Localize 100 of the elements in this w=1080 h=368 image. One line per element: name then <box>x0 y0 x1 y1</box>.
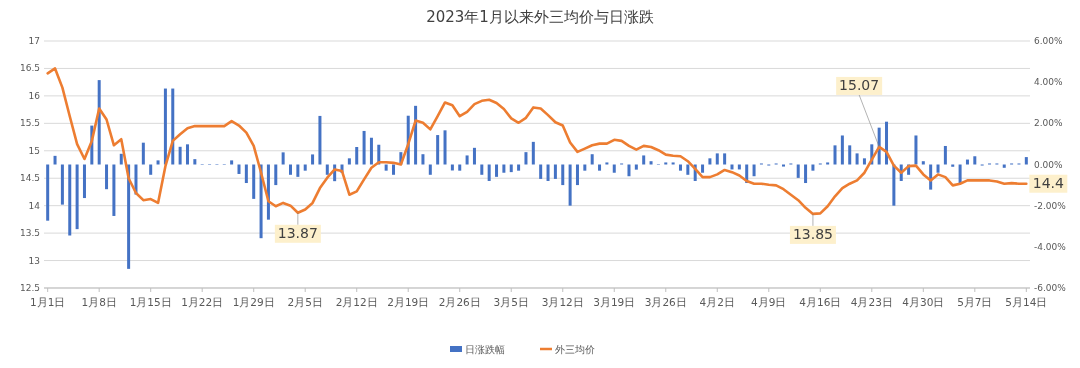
bar <box>436 135 440 165</box>
bar <box>671 162 675 165</box>
bar <box>752 164 756 177</box>
bar <box>149 164 153 175</box>
bar <box>590 154 594 165</box>
x-tick-label: 4月2日 <box>699 296 735 308</box>
bar <box>141 142 145 165</box>
x-tick-label: 1月8日 <box>81 296 117 308</box>
y-tick-label: 13 <box>28 255 40 266</box>
bar <box>892 164 896 206</box>
bar <box>973 156 977 165</box>
bar <box>105 164 109 190</box>
data-label: 13.85 <box>792 226 833 243</box>
legend-label: 日涨跌幅 <box>465 344 505 355</box>
y-tick-label: 14 <box>28 200 41 211</box>
y-tick-label: 14.5 <box>19 173 40 184</box>
bar <box>296 164 300 177</box>
bar <box>487 164 491 181</box>
bar <box>723 153 727 165</box>
bar <box>369 137 373 165</box>
x-tick-label: 4月30日 <box>902 296 945 308</box>
bar <box>782 164 785 167</box>
bar <box>634 164 638 170</box>
bar <box>502 164 506 173</box>
bar <box>458 164 462 171</box>
bar <box>163 88 167 165</box>
bar <box>546 164 550 181</box>
bar <box>325 164 329 175</box>
y-tick-label: 15 <box>28 145 40 156</box>
bar <box>605 162 609 165</box>
bar <box>568 164 572 206</box>
y2-tick-label: 6.00% <box>1034 36 1064 46</box>
bar <box>281 152 285 165</box>
bar <box>531 141 535 165</box>
x-tick-label: 3月19日 <box>593 296 636 308</box>
y2-tick-label: -4.00% <box>1034 241 1067 252</box>
bar <box>82 164 86 199</box>
bar <box>965 159 969 165</box>
x-tick-label: 2月26日 <box>438 296 481 308</box>
x-tick-label: 5月7日 <box>957 296 993 308</box>
bar <box>178 146 182 165</box>
bar <box>686 164 690 175</box>
bar <box>75 164 79 230</box>
bar <box>1024 157 1028 165</box>
data-label: 14.4 <box>1032 175 1064 192</box>
bar <box>289 164 292 175</box>
bar <box>598 164 602 171</box>
x-tick-label: 5月14日 <box>1005 296 1048 308</box>
bar <box>796 164 800 178</box>
bar <box>612 164 616 173</box>
bar <box>958 164 962 184</box>
bar <box>472 147 476 165</box>
bar <box>311 154 315 165</box>
x-tick-label: 1月1日 <box>29 296 66 308</box>
x-tick-label: 4月23日 <box>850 296 893 308</box>
bar <box>230 160 234 165</box>
x-tick-label: 1月15日 <box>129 296 172 308</box>
bar <box>252 164 256 199</box>
bar <box>171 88 175 165</box>
bar <box>185 144 189 165</box>
bar <box>193 159 197 165</box>
line-series <box>46 67 1028 216</box>
y-tick-label: 17 <box>28 36 40 46</box>
y-tick-label: 15.5 <box>19 118 40 129</box>
bar <box>642 155 646 165</box>
bar <box>553 164 557 179</box>
x-tick-label: 3月12日 <box>541 296 584 308</box>
bar <box>244 164 248 184</box>
x-tick-label: 1月29日 <box>232 296 275 308</box>
bar <box>524 152 528 165</box>
bar <box>701 164 705 173</box>
bar <box>708 158 712 165</box>
data-label: 13.87 <box>277 225 318 242</box>
bar <box>68 164 72 236</box>
y2-tick-label: 0.00% <box>1034 159 1064 170</box>
bar <box>715 153 719 165</box>
chart-title: 2023年1月以来外三均价与日涨跌 <box>426 8 654 26</box>
bar <box>914 135 918 165</box>
bar <box>539 164 543 179</box>
bar <box>274 164 278 186</box>
y-tick-label: 12.5 <box>19 283 40 293</box>
x-tick-label: 3月26日 <box>644 296 687 308</box>
bar <box>664 162 668 165</box>
bar <box>811 164 815 171</box>
bar <box>237 164 241 174</box>
bar <box>583 164 587 171</box>
x-tick-label: 2月12日 <box>335 296 378 308</box>
x-tick-label: 4月16日 <box>799 296 842 308</box>
y2-tick-label: -2.00% <box>1034 200 1067 211</box>
bar <box>561 164 565 186</box>
bar <box>848 145 852 165</box>
bar <box>355 147 359 165</box>
bar <box>60 164 64 205</box>
bar <box>480 164 484 175</box>
x-tick-label: 1月22日 <box>181 296 224 308</box>
bar <box>936 164 940 173</box>
y2-tick-label: -6.00% <box>1034 283 1067 293</box>
legend-label: 外三均价 <box>555 344 595 355</box>
bar <box>833 145 837 165</box>
bar <box>421 154 425 165</box>
